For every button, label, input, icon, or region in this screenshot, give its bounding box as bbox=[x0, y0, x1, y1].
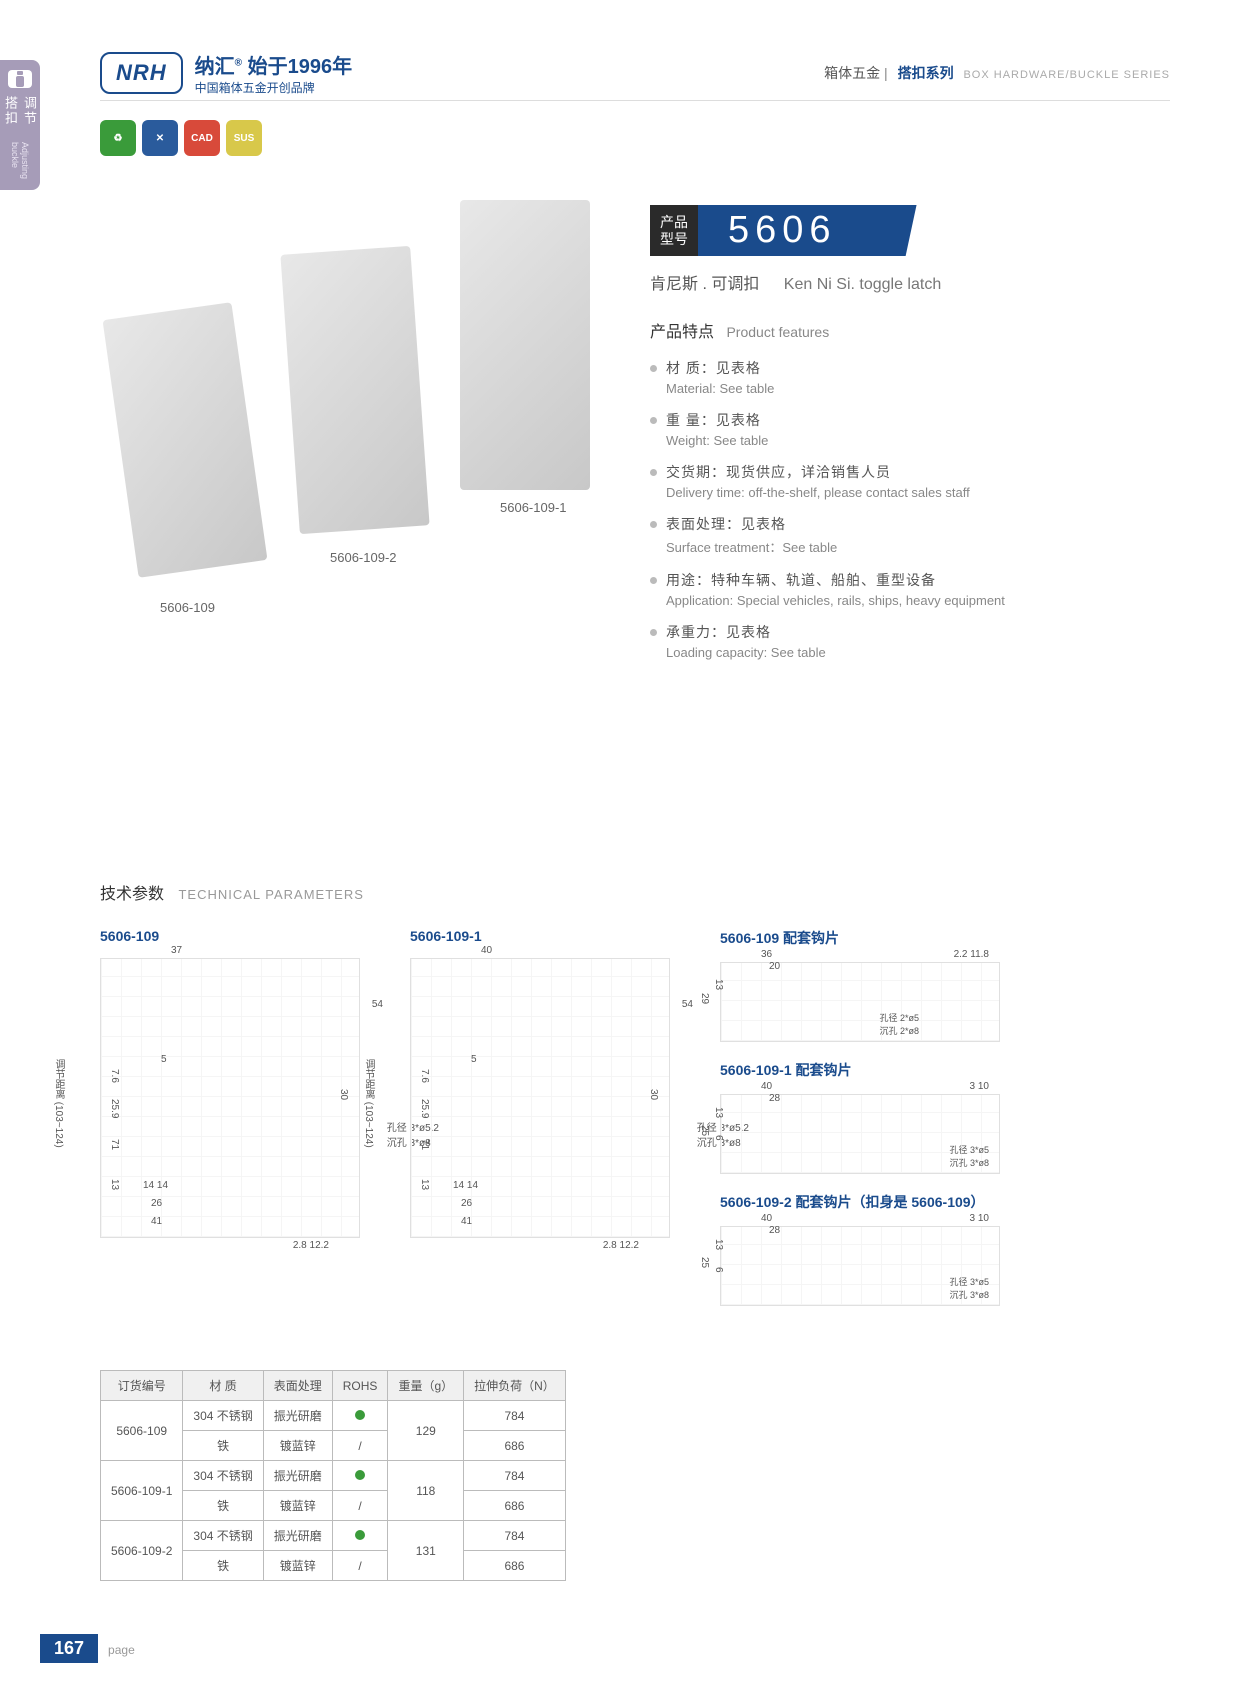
rohs-dot-icon bbox=[355, 1410, 365, 1420]
feature-item: 用途：特种车辆、轨道、船舶、重型设备Application: Special v… bbox=[650, 570, 1170, 608]
features-list: 材 质：见表格Material: See table 重 量：见表格Weight:… bbox=[650, 358, 1170, 660]
page-footer: 167 page bbox=[40, 1634, 135, 1663]
features-title: 产品特点 Product features bbox=[650, 318, 1170, 342]
rohs-dot-icon bbox=[355, 1470, 365, 1480]
sidebar-tab: 调节搭扣 Adjusting buckle bbox=[0, 60, 40, 190]
table-header: 材 质 bbox=[183, 1371, 263, 1401]
model-number: 5606 bbox=[698, 205, 917, 256]
badge-row: ♻✕CADSUS bbox=[100, 120, 262, 156]
header-divider bbox=[100, 100, 1170, 101]
diagram-1: 5606-109 37 54 调节距离 (103~124) 41 26 14 1… bbox=[100, 928, 360, 1324]
sidebar-label-en: Adjusting buckle bbox=[10, 142, 30, 190]
since-text: 始于1996年 bbox=[248, 56, 353, 78]
brand-cn: 纳汇 bbox=[195, 56, 235, 78]
page-header: NRH 纳汇® 始于1996年 中国箱体五金开创品牌 箱体五金 | 搭扣系列 B… bbox=[100, 50, 1170, 96]
page-label: page bbox=[108, 1643, 135, 1657]
cert-badge: ✕ bbox=[142, 120, 178, 156]
logo-block: NRH 纳汇® 始于1996年 中国箱体五金开创品牌 bbox=[100, 50, 352, 96]
table-header: 重量（g） bbox=[388, 1371, 464, 1401]
hook-diagrams: 5606-109 配套钩片 36 20 29 13 孔径 2*ø5 沉孔 2*ø… bbox=[720, 928, 1040, 1324]
cert-badge: SUS bbox=[226, 120, 262, 156]
tech-title: 技术参数 TECHNICAL PARAMETERS bbox=[100, 880, 1170, 904]
buckle-icon bbox=[8, 70, 32, 88]
diagram-2: 5606-109-1 40 54 调节距离 (103~124) 41 26 14… bbox=[410, 928, 670, 1324]
product-images: 5606-109 5606-109-2 5606-109-1 bbox=[100, 190, 620, 640]
model-badge: 产品型号 5606 bbox=[650, 205, 1170, 256]
model-subtitle: 肯尼斯 . 可调扣 Ken Ni Si. toggle latch bbox=[650, 270, 1170, 294]
logo-mark: NRH bbox=[100, 52, 183, 94]
feature-item: 重 量：见表格Weight: See table bbox=[650, 410, 1170, 448]
cert-badge: ♻ bbox=[100, 120, 136, 156]
cert-badge: CAD bbox=[184, 120, 220, 156]
technical-section: 技术参数 TECHNICAL PARAMETERS 5606-109 37 54… bbox=[100, 880, 1170, 1324]
table-row: 5606-109-1304 不锈钢振光研磨118784 bbox=[101, 1461, 566, 1491]
table-row: 5606-109304 不锈钢振光研磨129784 bbox=[101, 1401, 566, 1431]
product-img-2 bbox=[280, 246, 429, 534]
tagline: 中国箱体五金开创品牌 bbox=[195, 79, 352, 96]
product-label-2: 5606-109-2 bbox=[330, 550, 397, 565]
feature-item: 材 质：见表格Material: See table bbox=[650, 358, 1170, 396]
product-img-1 bbox=[103, 302, 268, 578]
table-row: 5606-109-2304 不锈钢振光研磨131784 bbox=[101, 1521, 566, 1551]
feature-item: 承重力：见表格Loading capacity: See table bbox=[650, 622, 1170, 660]
rohs-dot-icon bbox=[355, 1530, 365, 1540]
sidebar-label-cn: 调节搭扣 bbox=[1, 96, 39, 140]
product-img-3 bbox=[460, 200, 590, 490]
product-label-1: 5606-109 bbox=[160, 600, 215, 615]
table-header: 订货编号 bbox=[101, 1371, 183, 1401]
feature-item: 表面处理：见表格Surface treatment：See table bbox=[650, 514, 1170, 556]
parameters-table: 订货编号材 质表面处理ROHS重量（g）拉伸负荷（N）5606-109304 不… bbox=[100, 1370, 566, 1581]
page-number: 167 bbox=[40, 1634, 98, 1663]
model-label: 产品型号 bbox=[650, 205, 698, 256]
table-header: ROHS bbox=[332, 1371, 388, 1401]
product-label-3: 5606-109-1 bbox=[500, 500, 567, 515]
product-info: 产品型号 5606 肯尼斯 . 可调扣 Ken Ni Si. toggle la… bbox=[650, 205, 1170, 674]
feature-item: 交货期：现货供应，详洽销售人员Delivery time: off-the-sh… bbox=[650, 462, 1170, 500]
header-category: 箱体五金 | 搭扣系列 BOX HARDWARE/BUCKLE SERIES bbox=[824, 63, 1170, 83]
table-header: 表面处理 bbox=[263, 1371, 332, 1401]
table-header: 拉伸负荷（N） bbox=[464, 1371, 566, 1401]
